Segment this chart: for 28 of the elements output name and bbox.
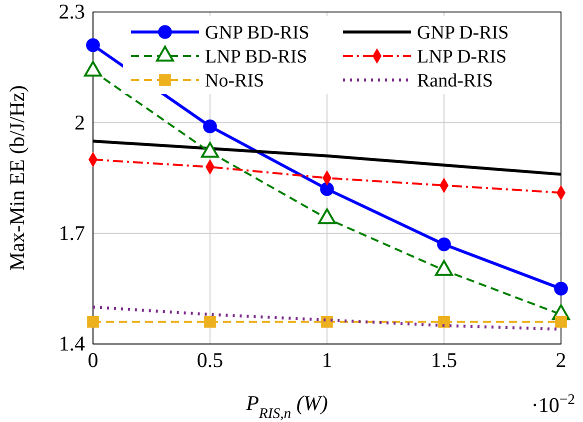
point	[320, 182, 334, 196]
point	[87, 316, 99, 328]
y-axis-title: Max-Min EE (b/J/Hz)	[5, 85, 29, 271]
legend-label: Rand-RIS	[417, 70, 493, 92]
y-tick-label: 1.4	[58, 332, 86, 356]
point	[321, 316, 333, 328]
y-tick-label: 1.7	[58, 221, 85, 246]
x-tick-label: 0.5	[196, 348, 224, 372]
point	[203, 119, 217, 134]
legend-label: No-RIS	[205, 70, 264, 92]
x-axis-title: P$_{RIS,n}$ (W)	[245, 391, 328, 422]
x-tick-label: 1	[322, 348, 332, 372]
x-tick-label: 2	[556, 348, 566, 372]
y-tick-label: 2	[74, 110, 85, 134]
point	[204, 316, 216, 328]
legend-label: LNP D-RIS	[417, 46, 507, 68]
point	[555, 316, 567, 328]
point	[438, 316, 450, 328]
point	[554, 282, 568, 296]
y-tick-label: 2.3	[58, 0, 85, 24]
x-tick-label: 0	[88, 348, 98, 372]
legend-label: GNP BD-RIS	[205, 22, 310, 44]
point	[86, 38, 100, 52]
text: ·10$^{−2}$	[531, 392, 575, 417]
point	[437, 238, 451, 252]
legend-label: LNP BD-RIS	[205, 46, 308, 68]
legend-label: GNP D-RIS	[417, 22, 509, 44]
x-tick-label: 1.5	[430, 348, 458, 372]
